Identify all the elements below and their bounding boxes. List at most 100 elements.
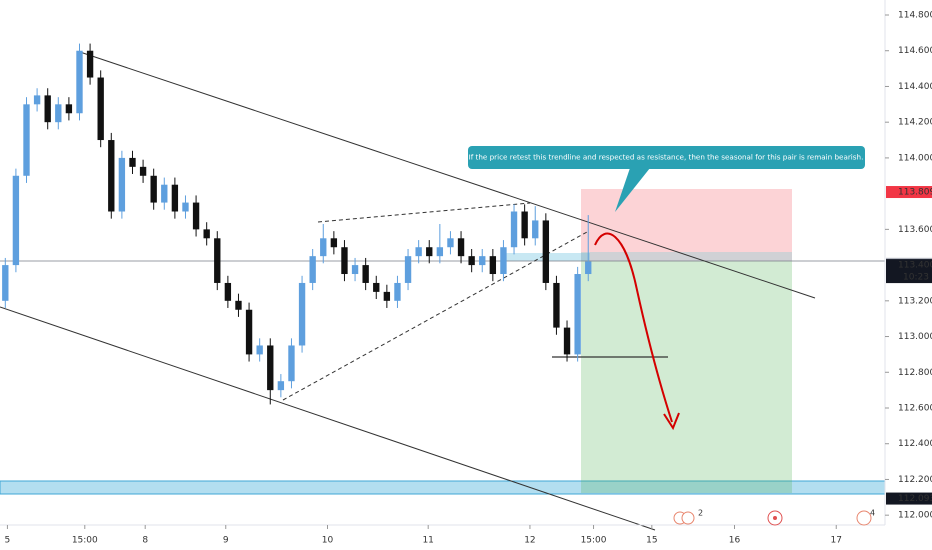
candle-body bbox=[468, 256, 475, 266]
candle-body bbox=[436, 247, 444, 257]
candle-body bbox=[330, 238, 338, 248]
candle-body bbox=[171, 184, 179, 212]
candle-body bbox=[320, 238, 327, 257]
x-tick-label: 5 bbox=[5, 536, 11, 546]
candle-body bbox=[574, 274, 581, 355]
channel-upper bbox=[79, 51, 816, 299]
y-tick-label: 112.400 bbox=[898, 439, 932, 449]
candle-body bbox=[351, 265, 359, 275]
candle-body bbox=[33, 95, 41, 105]
price-label-box bbox=[886, 186, 932, 199]
x-tick-label: 17 bbox=[831, 536, 842, 546]
candle-body bbox=[277, 381, 285, 391]
candle-body bbox=[362, 265, 369, 283]
x-tick-label: 15:00 bbox=[72, 536, 98, 546]
candle-body bbox=[55, 104, 62, 123]
annotation: If the price retest this trendline and r… bbox=[469, 153, 864, 162]
candle-body bbox=[426, 247, 433, 257]
event-icon[interactable] bbox=[856, 510, 872, 526]
stop-zone bbox=[581, 189, 792, 252]
candle-body bbox=[224, 282, 232, 301]
candle-body bbox=[394, 282, 401, 301]
target-zone bbox=[581, 261, 792, 493]
x-tick-label: 9 bbox=[223, 536, 229, 546]
x-tick-label: 10 bbox=[322, 536, 334, 546]
price-label: 113.400 bbox=[898, 261, 932, 271]
candle-body bbox=[309, 256, 316, 283]
callout-tail bbox=[615, 168, 650, 212]
candle-body bbox=[23, 104, 30, 176]
candle-body bbox=[86, 50, 94, 78]
candle-body bbox=[203, 229, 210, 239]
candle-body bbox=[118, 157, 126, 212]
candle-body bbox=[288, 345, 295, 382]
x-tick-label: 15 bbox=[646, 536, 657, 546]
x-tick-label: 16 bbox=[729, 536, 741, 546]
price-label: 113.809 bbox=[898, 188, 932, 198]
price-label: 112.093 bbox=[898, 494, 932, 504]
y-tick-label: 112.200 bbox=[898, 475, 932, 485]
candle-body bbox=[182, 202, 189, 212]
y-tick-label: 113.600 bbox=[898, 225, 932, 235]
candle-body bbox=[373, 282, 380, 292]
x-tick-label: 12 bbox=[524, 536, 535, 546]
candle-body bbox=[76, 50, 83, 114]
candles bbox=[2, 43, 592, 405]
candle-body bbox=[2, 265, 9, 301]
candle-body bbox=[235, 300, 242, 310]
price-label-box bbox=[886, 492, 932, 505]
candle-body bbox=[341, 247, 348, 275]
x-tick-label: 11 bbox=[422, 536, 433, 546]
candle-body bbox=[161, 184, 168, 203]
candle-body bbox=[129, 157, 136, 167]
y-tick-label: 114.200 bbox=[898, 118, 932, 128]
candle-body bbox=[256, 345, 263, 355]
candle-body bbox=[521, 211, 528, 239]
candle-body bbox=[383, 291, 391, 301]
event-count: 4 bbox=[870, 509, 875, 518]
y-tick-label: 112.800 bbox=[898, 368, 932, 378]
x-tick-label: 8 bbox=[142, 536, 148, 546]
event-icons: 2 4 bbox=[673, 509, 875, 526]
candle-body bbox=[500, 247, 507, 275]
candle-body bbox=[415, 247, 422, 257]
candle-body bbox=[553, 282, 560, 328]
y-tick-label: 114.800 bbox=[898, 11, 932, 21]
candle-body bbox=[97, 77, 104, 141]
entry-zone bbox=[581, 252, 792, 261]
candle-body bbox=[457, 238, 465, 257]
candle-body bbox=[12, 175, 20, 266]
candle-body bbox=[65, 104, 73, 114]
y-tick-label: 112.000 bbox=[898, 511, 932, 521]
candle-body bbox=[108, 140, 115, 212]
event-dot bbox=[773, 516, 777, 520]
event-count: 2 bbox=[698, 509, 703, 518]
y-tick-label: 114.400 bbox=[898, 82, 932, 92]
candle-body bbox=[139, 166, 147, 176]
candle-body bbox=[510, 211, 518, 248]
countdown: 10:23 bbox=[903, 273, 929, 283]
candle-body bbox=[192, 202, 200, 230]
y-tick-label: 112.600 bbox=[898, 403, 932, 413]
candle-body bbox=[245, 309, 253, 355]
candle-body bbox=[150, 175, 157, 203]
wedge-upper bbox=[317, 202, 531, 223]
arrow-head bbox=[663, 412, 680, 431]
y-tick-label: 113.000 bbox=[898, 332, 932, 342]
candle-body bbox=[489, 256, 497, 275]
candle-body bbox=[404, 256, 412, 283]
event-icon[interactable] bbox=[681, 511, 695, 525]
candle-body bbox=[479, 256, 486, 266]
y-tick-label: 114.000 bbox=[898, 153, 932, 163]
candle-body bbox=[298, 282, 306, 346]
x-tick-label: 15:00 bbox=[581, 536, 607, 546]
candle-body bbox=[542, 220, 550, 283]
wedge-lower bbox=[282, 231, 588, 401]
channel-lower bbox=[0, 306, 656, 531]
candle-body bbox=[214, 238, 221, 283]
candle-body bbox=[585, 261, 592, 275]
y-tick-label: 114.600 bbox=[898, 46, 932, 56]
y-tick-label: 113.200 bbox=[898, 296, 932, 306]
